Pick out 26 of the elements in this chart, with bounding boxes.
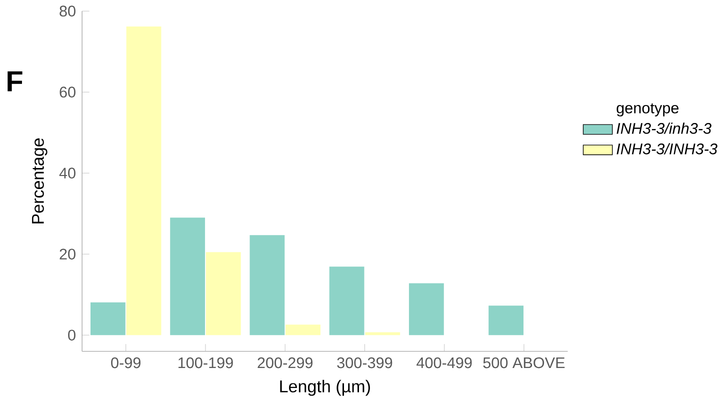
- y-tick-label: 60: [60, 86, 76, 98]
- bar: [408, 283, 444, 335]
- bar: [488, 305, 524, 335]
- legend-label: INH3-3/INH3-3: [616, 142, 718, 154]
- x-axis-title: Length (µm): [280, 380, 370, 396]
- x-tick-label: 200-299: [258, 357, 312, 368]
- bar: [90, 302, 126, 335]
- x-tick-label: 100-199: [178, 357, 233, 368]
- y-tick-label: 80: [60, 5, 76, 16]
- bar: [286, 324, 320, 335]
- bar: [126, 26, 162, 335]
- text: F: [8, 71, 22, 92]
- bar: [170, 217, 206, 335]
- x-tick-label: 500 ABOVE: [483, 357, 565, 368]
- x-tick-label: 300-399: [337, 357, 392, 368]
- bar: [329, 266, 364, 335]
- y-tick-label: 20: [60, 248, 76, 260]
- y-axis-title: Percentage: [32, 138, 48, 224]
- x-tick-label: 0-99: [111, 357, 140, 368]
- legend-title: genotype: [616, 103, 678, 116]
- y-tick-label: 40: [59, 167, 76, 178]
- y-tick-label: 0: [68, 329, 76, 340]
- legend-label: INH3-3/inh3-3: [616, 122, 712, 134]
- x-tick-label: 400-499: [416, 357, 472, 368]
- bar: [250, 234, 285, 335]
- bar: [206, 252, 241, 335]
